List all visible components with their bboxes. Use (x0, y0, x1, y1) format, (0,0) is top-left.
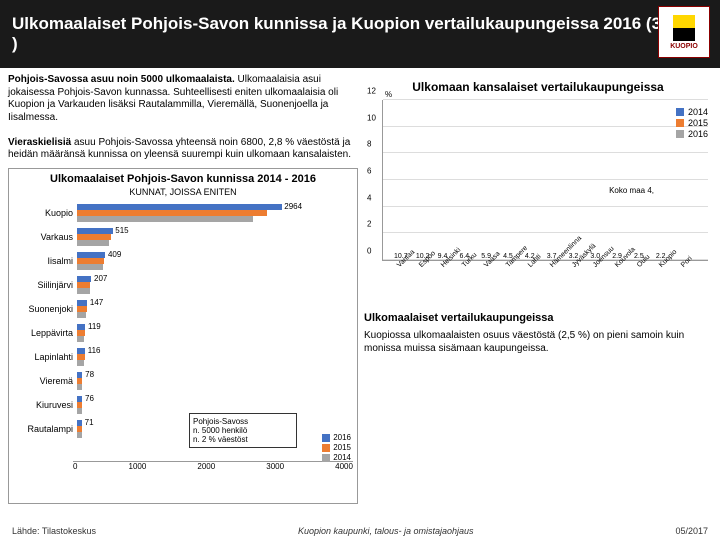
legend-label: 2016 (688, 129, 708, 139)
hbar-legend: 201620152014 (322, 432, 351, 463)
legend-label: 2015 (333, 443, 351, 452)
hbar-label: Lapinlahti (13, 352, 77, 362)
hbar-chart: Ulkomaalaiset Pohjois-Savon kunnissa 201… (8, 168, 358, 505)
intro-text: Pohjois-Savossa asuu noin 5000 ulkomaala… (8, 74, 358, 162)
footer-center: Kuopion kaupunki, talous- ja omistajaohj… (298, 526, 474, 536)
right-column: Ulkomaan kansalaiset vertailukaupungeiss… (364, 74, 712, 504)
hbar-value: 409 (108, 250, 121, 259)
hbar-label: Siilinjärvi (13, 280, 77, 290)
logo-text: KUOPIO (670, 43, 698, 50)
body: Pohjois-Savossa asuu noin 5000 ulkomaala… (0, 68, 720, 510)
vbar-title: Ulkomaan kansalaiset vertailukaupungeiss… (364, 80, 712, 94)
hbar-bar (77, 264, 103, 270)
right-para-text: Kuopiossa ulkomaalaisten osuus väestöstä… (364, 329, 712, 355)
legend-label: 2014 (333, 453, 351, 462)
swatch-icon (676, 108, 684, 116)
hbar-label: Varkaus (13, 232, 77, 242)
right-para-title: Ulkomaalaiset vertailukaupungeissa (364, 311, 712, 325)
hbar-value: 515 (115, 226, 128, 235)
inset-l3: n. 2 % väestöst (193, 435, 293, 444)
swatch-icon (322, 444, 330, 452)
kuopio-logo: KUOPIO (658, 6, 710, 58)
hbar-label: Vieremä (13, 376, 77, 386)
vbar-ytick: 8 (367, 140, 371, 149)
hbar-bar (77, 312, 86, 318)
page-title: Ulkomaalaiset Pohjois-Savon kunnissa ja … (12, 14, 708, 55)
hbar-bar (77, 360, 84, 366)
inset-l1: Pohjois-Savoss (193, 417, 293, 426)
intro-bold-2: Vieraskielisiä (8, 137, 71, 148)
intro-bold-1: Pohjois-Savossa asuu noin 5000 ulkomaala… (8, 74, 235, 85)
hbar-value: 71 (85, 418, 94, 427)
hbar-tick: 0 (73, 462, 77, 471)
hbar-label: Leppävirta (13, 328, 77, 338)
vbar-ytick: 4 (367, 193, 371, 202)
hbar-bar (77, 240, 109, 246)
hbar-bar (77, 336, 84, 342)
swatch-icon (676, 130, 684, 138)
swatch-icon (676, 119, 684, 127)
swatch-icon (322, 454, 330, 462)
hbar-value: 78 (85, 370, 94, 379)
vbar-gridline (383, 206, 708, 207)
hbar-title: Ulkomaalaiset Pohjois-Savon kunnissa 201… (13, 173, 353, 185)
hbar-label: Rautalampi (13, 424, 77, 434)
legend-label: 2014 (688, 107, 708, 117)
hbar-bar (77, 384, 82, 390)
vbar-xlabel: Pori (680, 255, 694, 269)
footer: Lähde: Tilastokeskus Kuopion kaupunki, t… (0, 526, 720, 536)
shield-icon (673, 15, 695, 41)
legend-label: 2016 (333, 433, 351, 442)
koko-maa-label: Koko maa 4, (609, 186, 654, 195)
vbar-gridline (383, 179, 708, 180)
hbar-area: Kuopio 2964 Varkaus 515 Iisalmi 409 Siilinjärv… (13, 201, 353, 461)
hbar-label: Iisalmi (13, 256, 77, 266)
hbar-tick: 2000 (197, 462, 215, 471)
hbar-value: 147 (90, 298, 103, 307)
hbar-bar (77, 288, 90, 294)
hbar-value: 207 (94, 274, 107, 283)
vbar-gridline (383, 232, 708, 233)
hbar-label: Kiuruvesi (13, 400, 77, 410)
vbar-ytick: 10 (367, 113, 376, 122)
vbar-chart: % 02468101210.7Vantaa10.2Espoo9.4Helsink… (364, 100, 712, 261)
vbar-gridline (383, 152, 708, 153)
inset-l2: n. 5000 henkilö (193, 426, 293, 435)
vbar-legend: 201420152016 (676, 106, 708, 140)
vbar-ytick: 6 (367, 167, 371, 176)
hbar-tick: 3000 (266, 462, 284, 471)
vbar-gridline (383, 99, 708, 100)
left-column: Pohjois-Savossa asuu noin 5000 ulkomaala… (8, 74, 358, 504)
vbar-ytick: 0 (367, 247, 371, 256)
pct-label: % (385, 90, 392, 99)
hbar-axis: 01000200030004000 (73, 461, 353, 471)
inset-box: Pohjois-Savoss n. 5000 henkilö n. 2 % vä… (189, 413, 297, 448)
hbar-subtitle: KUNNAT, JOISSA ENITEN (13, 187, 353, 197)
hbar-label: Kuopio (13, 208, 77, 218)
hbar-bar (77, 216, 253, 222)
hbar-value: 119 (88, 322, 101, 331)
hbar-value: 116 (88, 346, 101, 355)
hbar-value: 2964 (284, 202, 302, 211)
vbar-ytick: 12 (367, 87, 376, 96)
vbar-plot: % 02468101210.7Vantaa10.2Espoo9.4Helsink… (382, 100, 708, 261)
header-bar: Ulkomaalaiset Pohjois-Savon kunnissa ja … (0, 0, 720, 68)
footer-left: Lähde: Tilastokeskus (12, 526, 96, 536)
hbar-label: Suonenjoki (13, 304, 77, 314)
right-para: Ulkomaalaiset vertailukaupungeissa Kuopi… (364, 311, 712, 355)
vbar-ytick: 2 (367, 220, 371, 229)
hbar-bar (77, 408, 82, 414)
hbar-bar (77, 432, 82, 438)
hbar-tick: 1000 (129, 462, 147, 471)
vbar-gridline (383, 126, 708, 127)
hbar-value: 76 (85, 394, 94, 403)
footer-right: 05/2017 (675, 526, 708, 536)
legend-label: 2015 (688, 118, 708, 128)
swatch-icon (322, 434, 330, 442)
